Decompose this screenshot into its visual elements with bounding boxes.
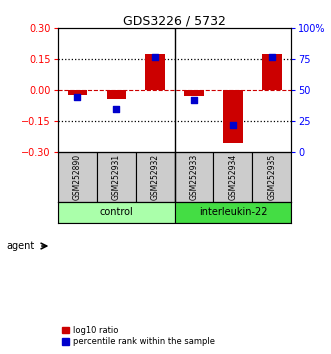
Text: GSM252933: GSM252933 [190, 154, 199, 200]
Bar [262, 53, 282, 90]
Point [269, 54, 274, 60]
Title: GDS3226 / 5732: GDS3226 / 5732 [123, 14, 226, 27]
Bar [223, 90, 243, 143]
Text: interleukin-22: interleukin-22 [199, 207, 267, 217]
Text: GSM252935: GSM252935 [267, 154, 276, 200]
Text: GSM252890: GSM252890 [73, 154, 82, 200]
Point [191, 97, 197, 103]
Bar [58, 202, 175, 223]
Text: GSM252932: GSM252932 [151, 154, 160, 200]
Legend: log10 ratio, percentile rank within the sample: log10 ratio, percentile rank within the … [62, 326, 215, 346]
Bar [97, 152, 136, 202]
Point [230, 122, 236, 128]
Bar [184, 90, 204, 96]
Bar [175, 152, 213, 202]
Text: control: control [99, 207, 133, 217]
Bar [68, 90, 87, 95]
Bar [252, 152, 291, 202]
Bar [107, 90, 126, 99]
Point [153, 54, 158, 60]
Text: GSM252931: GSM252931 [112, 154, 121, 200]
Bar [58, 152, 97, 202]
Text: agent: agent [7, 241, 35, 251]
Bar [136, 152, 175, 202]
Point [75, 94, 80, 99]
Bar [145, 53, 165, 90]
Bar [213, 152, 252, 202]
Point [114, 106, 119, 112]
Bar [175, 202, 291, 223]
Text: GSM252934: GSM252934 [228, 154, 237, 200]
